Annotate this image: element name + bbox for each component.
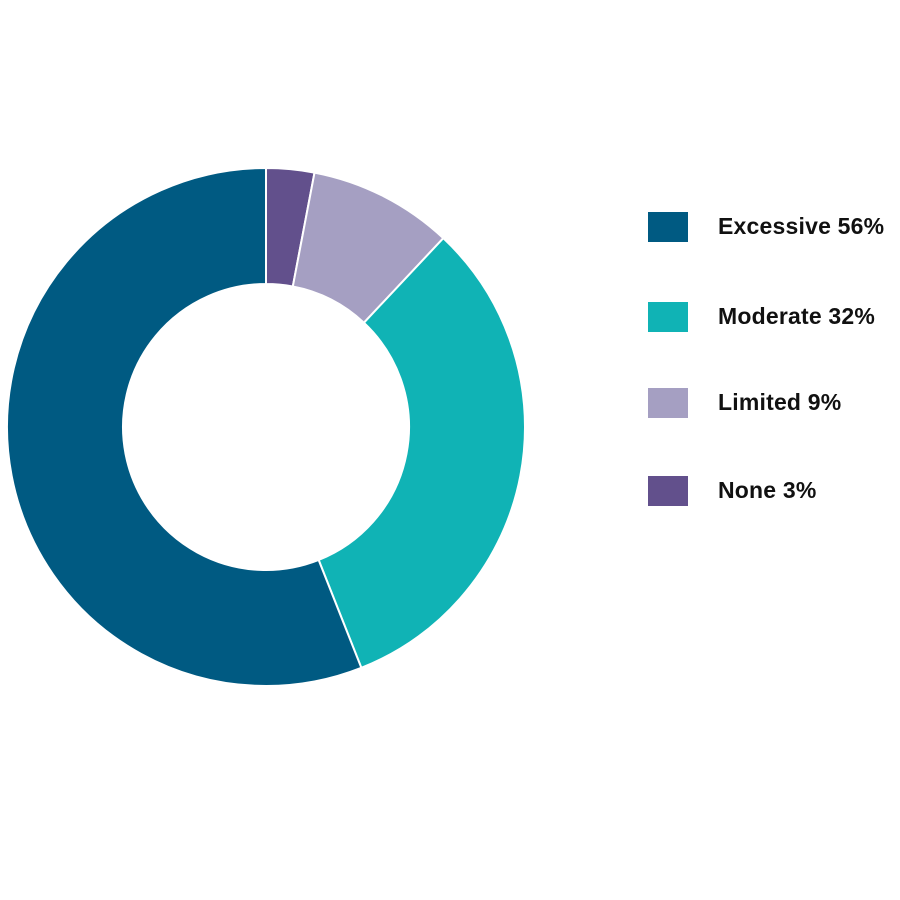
donut-slices: [6, 166, 526, 687]
legend-item-limited: Limited 9%: [648, 388, 900, 420]
legend-swatch-limited: [648, 388, 688, 418]
legend-item-none: None 3%: [648, 476, 900, 508]
legend-label-moderate: Moderate 32%: [718, 303, 876, 329]
chart-legend: Excessive 56% Moderate 32% Limited 9% No…: [648, 0, 900, 900]
legend-label-limited: Limited 9%: [718, 389, 842, 415]
slice-excessive: [6, 166, 363, 687]
slice-moderate: [317, 236, 526, 670]
legend-label-excessive: Excessive 56%: [718, 213, 885, 239]
legend-swatch-moderate: [648, 302, 688, 332]
legend-swatch-none: [648, 476, 688, 506]
legend-item-moderate: Moderate 32%: [648, 302, 900, 334]
legend-label-none: None 3%: [718, 477, 817, 503]
legend-item-excessive: Excessive 56%: [648, 212, 900, 244]
legend-swatch-excessive: [648, 212, 688, 242]
